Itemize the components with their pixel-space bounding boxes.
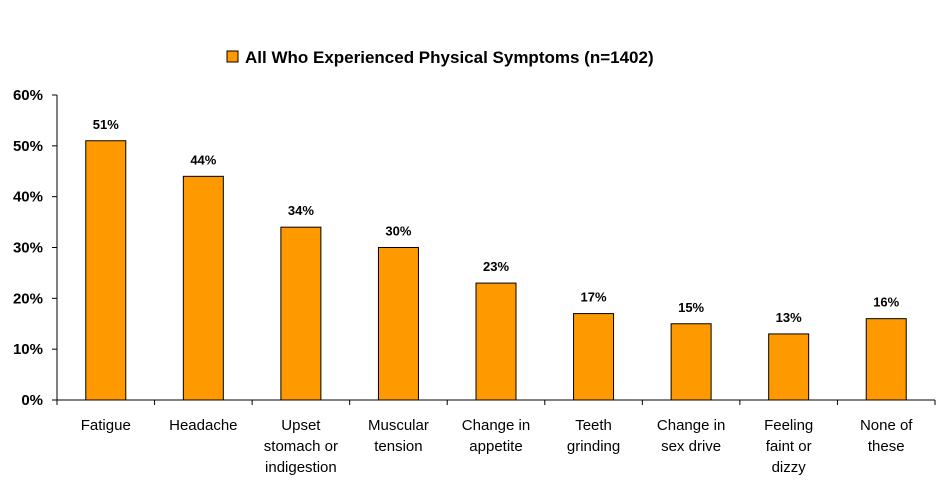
legend-swatch	[226, 50, 239, 63]
category-label: Muscular tension	[368, 417, 429, 455]
data-label: 16%	[873, 295, 899, 310]
data-label: 44%	[190, 152, 216, 167]
category-label: Headache	[169, 417, 237, 434]
y-tick-label: 20%	[13, 290, 43, 307]
data-label: 13%	[776, 310, 802, 325]
plot-area: 0% 10% 20% 30% 40% 50% 60% 51% Fatigue 44% Headach…	[13, 87, 936, 476]
y-tick-label: 60%	[13, 87, 43, 104]
data-label: 17%	[581, 290, 607, 305]
y-tick-label: 50%	[13, 138, 43, 155]
bar	[182, 175, 224, 401]
category-label: Teeth grinding	[567, 417, 620, 455]
y-tick-label: 40%	[13, 189, 43, 206]
bar	[670, 323, 712, 401]
data-label: 15%	[678, 300, 704, 315]
category-label: Upset stomach or indigestion	[264, 417, 338, 476]
data-label: 23%	[483, 259, 509, 274]
bar	[573, 313, 615, 401]
category-label: Feeling faint or dizzy	[764, 417, 813, 476]
category-label: Change in appetite	[462, 417, 530, 455]
category-label: Change in sex drive	[657, 417, 725, 455]
bar	[768, 333, 810, 401]
category-label: None of these	[860, 417, 913, 455]
legend-label: All Who Experienced Physical Symptoms (n…	[245, 48, 654, 67]
y-tick-label: 10%	[13, 341, 43, 358]
category-label: Fatigue	[81, 417, 131, 434]
data-label: 30%	[385, 224, 411, 239]
data-label: 51%	[93, 117, 119, 132]
bar	[85, 140, 127, 401]
bar	[475, 282, 517, 401]
bar	[377, 247, 419, 401]
data-label: 34%	[288, 203, 314, 218]
y-tick-label: 0%	[21, 392, 43, 409]
legend: All Who Experienced Physical Symptoms (n…	[226, 48, 654, 67]
bar	[280, 226, 322, 401]
bar	[865, 318, 907, 401]
y-tick-label: 30%	[13, 240, 43, 257]
